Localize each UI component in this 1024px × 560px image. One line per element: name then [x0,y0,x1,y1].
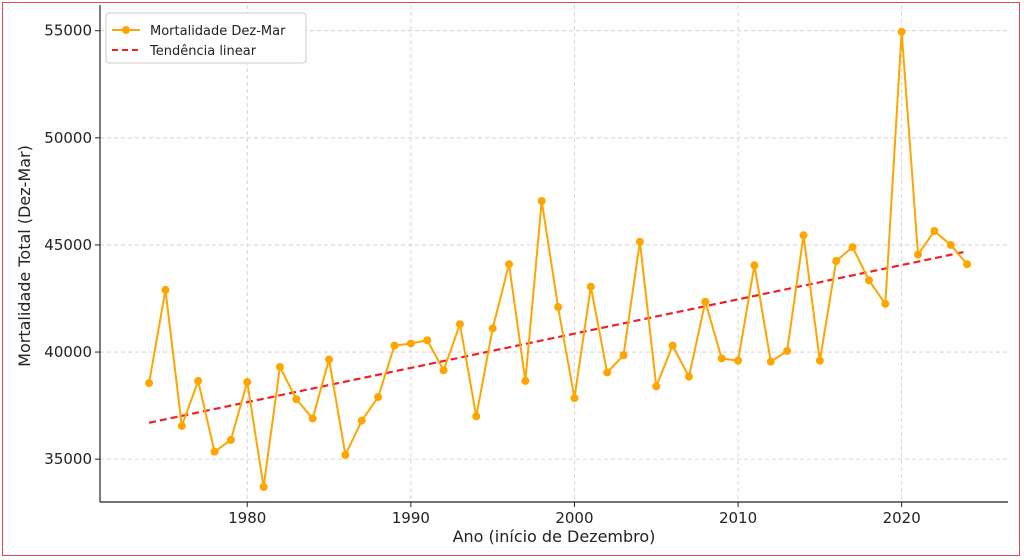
y-tick-label: 45000 [44,236,92,254]
legend-label-trend: Tendência linear [149,44,257,59]
data-point [341,450,350,459]
data-point [684,372,693,381]
data-point [897,27,906,36]
x-tick-label: 2020 [883,509,921,527]
y-tick-label: 55000 [44,22,92,40]
data-point [734,356,743,365]
legend-box [105,12,307,64]
data-point [325,355,334,364]
x-axis-label: Ano (início de Dezembro) [453,527,656,546]
data-point [145,379,154,388]
y-axis-label: Mortalidade Total (Dez-Mar) [15,145,34,367]
axes [95,5,1008,507]
data-point [570,394,579,403]
trend-line [148,250,968,424]
x-tick-label: 1990 [392,509,430,527]
data-point [603,368,612,377]
data-point [619,351,628,360]
y-tick-label: 50000 [44,129,92,147]
data-point [357,416,366,425]
data-point [963,260,972,269]
data-point [930,227,939,236]
data-point [701,297,710,306]
data-point [455,320,464,329]
x-tick-label: 2000 [555,509,593,527]
data-series [145,27,972,492]
data-point [766,357,775,366]
data-point [668,341,677,350]
data-point [374,393,383,402]
x-tick-label: 1980 [228,509,266,527]
legend: Mortalidade Dez-Mar Tendência linear [105,12,307,64]
data-point [652,382,661,391]
data-point [505,260,514,269]
data-point [750,261,759,270]
data-point [848,243,857,252]
data-point [815,356,824,365]
data-point [799,231,808,240]
data-point [914,250,923,259]
trend-series [148,250,968,424]
data-point [946,240,955,249]
tick-labels: 1980 1990 2000 2010 2020 35000 40000 45000 50000… [44,22,920,527]
data-point [832,256,841,265]
data-point [783,346,792,355]
y-tick-label: 40000 [44,343,92,361]
data-point [439,366,448,375]
data-point [292,395,301,404]
data-point [586,282,595,291]
data-point [194,376,203,385]
data-point [864,276,873,285]
x-tick-label: 2010 [719,509,757,527]
data-point [390,341,399,350]
data-point [472,412,481,421]
data-point [717,354,726,363]
data-point [537,197,546,206]
data-point [161,285,170,294]
data-point [210,447,219,456]
data-point [259,483,268,492]
data-point [423,336,432,345]
data-point [406,339,415,348]
legend-label-series: Mortalidade Dez-Mar [150,24,286,39]
grid [100,5,1008,502]
data-point [554,303,563,312]
series-line [148,30,968,488]
data-point [243,378,252,387]
y-tick-label: 35000 [44,450,92,468]
data-point [177,421,186,430]
legend-marker-dot [122,26,130,34]
data-point [226,435,235,444]
data-point [635,237,644,246]
data-point [881,299,890,308]
data-point [521,376,530,385]
data-point [308,414,317,423]
data-point [275,363,284,372]
data-point [488,324,497,333]
